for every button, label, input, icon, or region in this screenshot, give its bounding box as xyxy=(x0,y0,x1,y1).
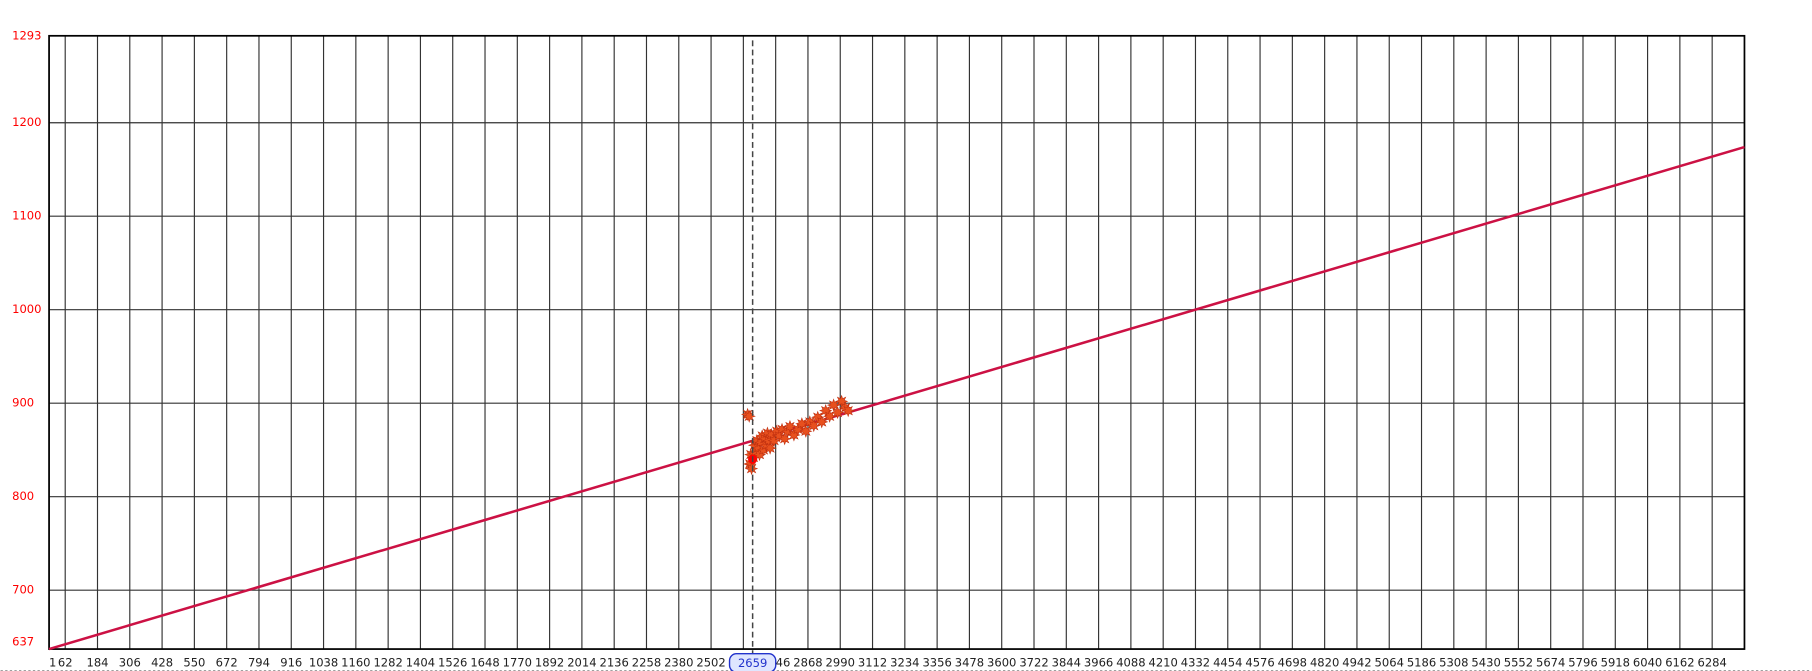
scatter-point xyxy=(807,418,821,433)
scatter-point xyxy=(834,394,849,408)
x-tick-label: 4698 xyxy=(1278,655,1307,669)
x-tick-label: 916 xyxy=(280,655,302,669)
x-tick-label: 3844 xyxy=(1052,655,1081,669)
x-tick-label: 1404 xyxy=(406,655,435,669)
x-tick-label: 3234 xyxy=(890,655,919,669)
x-tick-label: 794 xyxy=(248,655,270,669)
x-tick-label: 1038 xyxy=(309,655,338,669)
scatter-point xyxy=(826,398,841,412)
plot-border xyxy=(48,34,1746,650)
x-tick-label: 5796 xyxy=(1568,655,1597,669)
x-tick-label: 5308 xyxy=(1439,655,1468,669)
x-tick-label: 3478 xyxy=(955,655,984,669)
x-tick-label: 3966 xyxy=(1084,655,1113,669)
scatter-point xyxy=(815,415,829,429)
y-tick-label: 1100 xyxy=(12,209,41,223)
x-tick-label: 6284 xyxy=(1697,655,1726,669)
x-tick-label: 1282 xyxy=(373,655,402,669)
x-tick-label: 2136 xyxy=(600,655,629,669)
y-tick-label: 1293 xyxy=(12,28,41,42)
y-tick-label: 1200 xyxy=(12,115,41,129)
x-tick-label: 2258 xyxy=(632,655,661,669)
x-tick-label: 3722 xyxy=(1019,655,1048,669)
x-tick-label: 2868 xyxy=(793,655,822,669)
x-tick-label: 4454 xyxy=(1213,655,1242,669)
scatter-point xyxy=(744,461,759,476)
x-tick-label: 5674 xyxy=(1536,655,1565,669)
x-tick-label: 2502 xyxy=(696,655,725,669)
x-tick-label: 6162 xyxy=(1665,655,1694,669)
x-tick-label: 3356 xyxy=(922,655,951,669)
x-tick-label: 5430 xyxy=(1471,655,1500,669)
cursor-label: 2659 xyxy=(738,656,767,670)
scatter-point xyxy=(795,417,809,431)
y-tick-label: 700 xyxy=(12,583,34,597)
y-tick-label: 900 xyxy=(12,396,34,410)
x-tick-label: 184 xyxy=(86,655,108,669)
scatter-point xyxy=(830,405,845,420)
x-tick-label: 1648 xyxy=(470,655,499,669)
y-tick-label: 800 xyxy=(12,489,34,503)
scatter-point xyxy=(763,441,777,455)
scatter-point xyxy=(799,424,813,438)
y-tick-label: 1000 xyxy=(12,302,41,316)
x-tick-label: 6040 xyxy=(1633,655,1662,669)
x-tick-label: 4210 xyxy=(1149,655,1178,669)
x-tick-label: 672 xyxy=(216,655,238,669)
x-tick-label: 550 xyxy=(183,655,205,669)
x-tick-label: 4820 xyxy=(1310,655,1339,669)
x-tick-label: 1 xyxy=(49,655,56,669)
x-tick-label: 1892 xyxy=(535,655,564,669)
x-tick-label: 2990 xyxy=(826,655,855,669)
cursor-label-box xyxy=(728,652,777,671)
scatter-point xyxy=(823,409,837,423)
x-tick-label: 2014 xyxy=(567,655,596,669)
x-tick-label: 5918 xyxy=(1601,655,1630,669)
x-tick-label: 1526 xyxy=(438,655,467,669)
x-tick-label: 306 xyxy=(119,655,141,669)
x-tick-label: 428 xyxy=(151,655,173,669)
trend-line xyxy=(48,145,1745,651)
x-tick-label: 1160 xyxy=(341,655,370,669)
x-tick-label: 5186 xyxy=(1407,655,1436,669)
x-tick-label: 62 xyxy=(58,655,73,669)
x-tick-label: 4088 xyxy=(1116,655,1145,669)
scatter-point xyxy=(841,404,855,418)
x-tick-label: 4576 xyxy=(1245,655,1274,669)
x-tick-label: 1770 xyxy=(503,655,532,669)
y-tick-label: 637 xyxy=(12,635,34,649)
x-tick-label: 4332 xyxy=(1181,655,1210,669)
x-tick-label: 2380 xyxy=(664,655,693,669)
x-tick-label: 5064 xyxy=(1375,655,1404,669)
x-tick-label: 3600 xyxy=(987,655,1016,669)
x-tick-label: 4942 xyxy=(1342,655,1371,669)
x-tick-label: 5552 xyxy=(1504,655,1533,669)
x-tick-label: 3112 xyxy=(858,655,887,669)
